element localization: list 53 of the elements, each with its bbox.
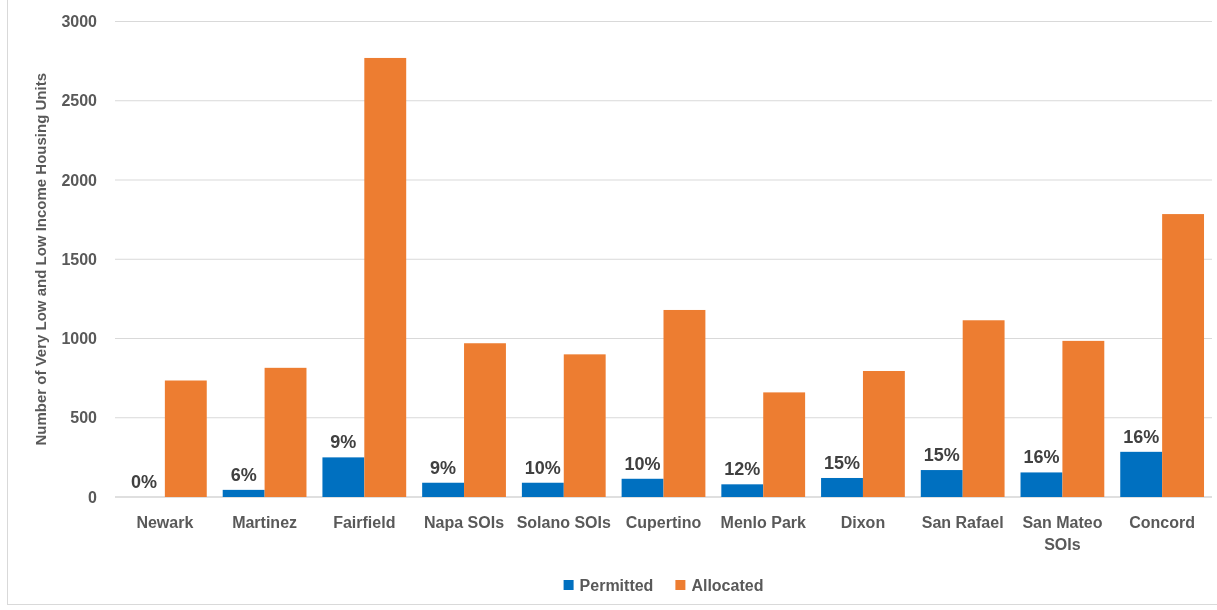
x-tick-label: Solano SOIs bbox=[516, 514, 611, 531]
annotation: 16% bbox=[1123, 426, 1160, 447]
bar bbox=[422, 482, 465, 497]
annotation: 9% bbox=[330, 432, 357, 453]
x-tick-label: Concord bbox=[1129, 514, 1196, 531]
annotation: 15% bbox=[923, 445, 960, 466]
bar bbox=[1120, 451, 1163, 497]
y-tick-label: 500 bbox=[70, 409, 98, 427]
y-tick-label: 1000 bbox=[61, 330, 98, 348]
bar bbox=[563, 354, 606, 497]
bar bbox=[621, 478, 664, 497]
bar bbox=[1020, 472, 1063, 497]
bar bbox=[721, 484, 764, 497]
y-tick-label: 3000 bbox=[61, 13, 98, 31]
bar bbox=[862, 370, 905, 497]
annotation: 6% bbox=[230, 464, 257, 485]
x-tick-label: Cupertino bbox=[625, 514, 702, 531]
bar bbox=[663, 309, 706, 497]
y-tick-label: 2000 bbox=[61, 171, 98, 189]
annotation: 16% bbox=[1023, 447, 1060, 468]
y-axis-title: Number of Very Low and Low Income Housing Units bbox=[32, 72, 49, 446]
bar bbox=[1062, 340, 1105, 497]
y-tick-label: 2500 bbox=[61, 92, 98, 110]
y-tick-label: 1500 bbox=[61, 250, 98, 268]
annotation: 15% bbox=[824, 452, 861, 473]
x-tick-label: Martinez bbox=[232, 514, 298, 531]
y-tick-label: 0 bbox=[88, 488, 98, 506]
bar bbox=[920, 470, 963, 497]
bar bbox=[322, 457, 365, 497]
bar bbox=[821, 477, 863, 497]
annotation: 9% bbox=[430, 457, 457, 478]
x-tick-label: Fairfield bbox=[333, 514, 396, 531]
annotation: 10% bbox=[624, 453, 661, 474]
x-tick-label: Napa SOIs bbox=[424, 514, 505, 531]
annotation: 10% bbox=[524, 457, 561, 478]
x-tick-label: Menlo Park bbox=[720, 514, 807, 531]
bar bbox=[464, 343, 506, 497]
x-tick-label: San Rafael bbox=[921, 514, 1004, 531]
bar bbox=[1162, 214, 1205, 497]
legend-label: Allocated bbox=[691, 576, 764, 594]
bar bbox=[962, 320, 1005, 497]
bar bbox=[521, 482, 564, 497]
x-tick-label: Newark bbox=[136, 514, 194, 531]
annotation: 0% bbox=[130, 472, 157, 492]
x-tick-label: Dixon bbox=[840, 514, 886, 531]
legend-label: Permitted bbox=[579, 576, 654, 594]
bar bbox=[364, 57, 407, 497]
annotation: 12% bbox=[724, 459, 761, 480]
bar bbox=[264, 367, 307, 497]
bar bbox=[763, 392, 806, 497]
x-tick-label: San Mateo SOIs bbox=[1022, 514, 1103, 553]
bar bbox=[222, 489, 265, 497]
bar bbox=[164, 380, 207, 497]
